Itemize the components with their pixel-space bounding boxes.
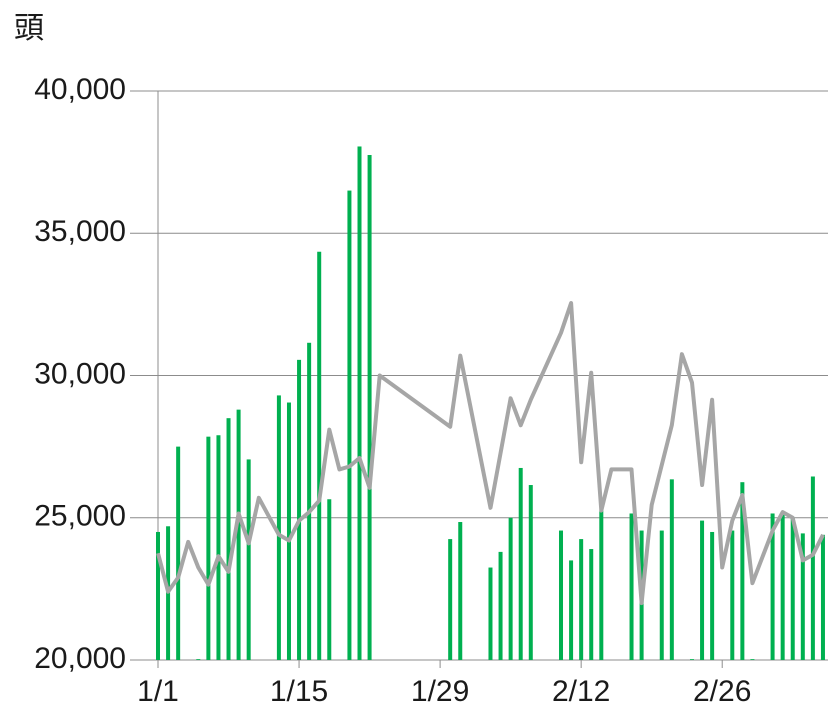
bar xyxy=(216,435,221,660)
bar xyxy=(589,549,594,660)
bar xyxy=(317,251,322,660)
bar xyxy=(236,409,241,660)
bar xyxy=(790,517,795,660)
bar xyxy=(347,190,352,660)
bar xyxy=(518,467,523,660)
bar xyxy=(689,659,694,660)
y-axis-label: 頭 xyxy=(14,12,44,45)
bar xyxy=(196,659,201,660)
bar xyxy=(246,459,251,660)
bar xyxy=(498,551,503,660)
bar xyxy=(528,485,533,660)
bar xyxy=(730,530,735,660)
bar xyxy=(770,513,775,660)
bar xyxy=(579,539,584,660)
x-tick-label: 2/26 xyxy=(693,675,751,708)
bar xyxy=(327,499,332,660)
y-tick-label: 30,000 xyxy=(34,357,126,390)
bar xyxy=(659,530,664,660)
bar xyxy=(800,533,805,660)
bar xyxy=(629,513,634,660)
bar xyxy=(458,522,463,660)
bar xyxy=(156,531,160,660)
bar xyxy=(357,146,362,661)
line xyxy=(156,301,825,606)
bar xyxy=(740,482,745,660)
bar xyxy=(700,520,705,660)
y-tick-label: 25,000 xyxy=(34,500,126,533)
bar xyxy=(669,479,674,660)
y-tick-label: 40,000 xyxy=(34,73,126,106)
y-tick-label: 20,000 xyxy=(34,642,126,675)
bar xyxy=(750,659,755,660)
bar xyxy=(488,567,493,660)
bar xyxy=(780,513,785,660)
x-tick-label: 1/1 xyxy=(137,675,179,708)
bar xyxy=(508,517,513,660)
x-tick-label: 2/12 xyxy=(552,675,610,708)
bar xyxy=(276,395,281,660)
bar xyxy=(820,534,825,660)
bar xyxy=(448,539,453,660)
bar xyxy=(206,436,211,660)
y-tick-label: 35,000 xyxy=(34,215,126,248)
bar xyxy=(810,476,815,660)
bar xyxy=(286,402,291,660)
x-tick-label: 1/29 xyxy=(411,675,469,708)
bar xyxy=(367,155,372,660)
bar xyxy=(559,530,564,660)
bar xyxy=(176,446,181,660)
bar xyxy=(710,531,715,660)
bar xyxy=(569,560,574,660)
bar xyxy=(307,342,312,660)
bar xyxy=(297,359,302,660)
bar xyxy=(226,418,231,660)
bar xyxy=(599,510,604,660)
x-tick-label: 1/15 xyxy=(270,675,328,708)
